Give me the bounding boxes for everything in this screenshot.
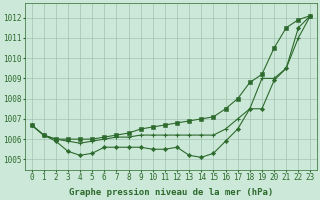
X-axis label: Graphe pression niveau de la mer (hPa): Graphe pression niveau de la mer (hPa) — [69, 188, 273, 197]
